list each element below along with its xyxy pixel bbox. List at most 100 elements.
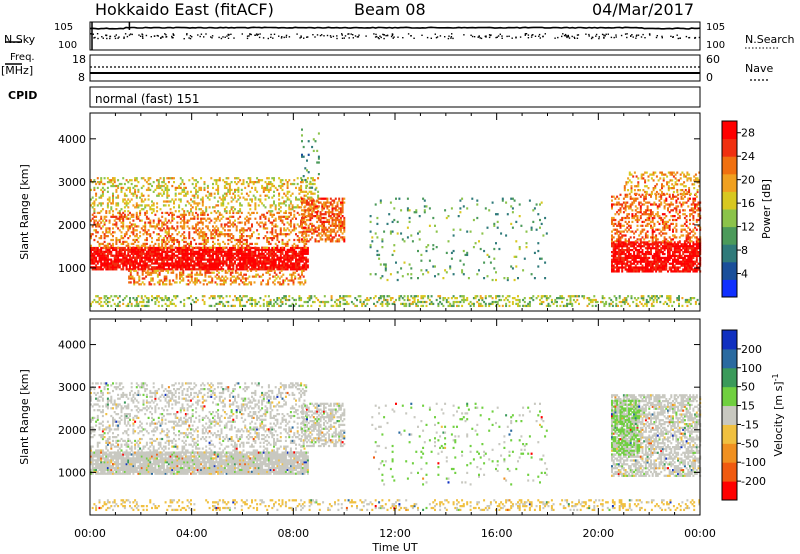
nsearch-dot — [436, 36, 439, 38]
power-cell — [144, 242, 147, 246]
power-cell — [252, 211, 255, 215]
power-cell — [522, 304, 525, 308]
power-cell — [154, 268, 157, 271]
nsearch-dot — [356, 36, 359, 38]
power-cell — [617, 247, 620, 250]
power-cell — [156, 256, 159, 259]
power-cell — [167, 298, 170, 302]
power-cell — [216, 273, 219, 276]
power-cell — [220, 204, 223, 207]
power-cell — [264, 266, 267, 269]
power-cell — [620, 300, 623, 304]
power-cell — [617, 262, 620, 265]
power-cell — [334, 205, 337, 208]
power-cell — [240, 279, 242, 282]
nsearch-dot — [576, 34, 579, 36]
power-cell — [200, 246, 203, 250]
power-cell — [171, 260, 174, 263]
power-cell — [466, 298, 469, 302]
power-cell — [247, 246, 250, 249]
power-cell — [267, 252, 270, 255]
power-cell — [162, 256, 165, 259]
power-cell — [612, 241, 615, 244]
power-cell — [162, 200, 165, 203]
power-cell — [266, 237, 269, 240]
power-cell — [112, 238, 114, 242]
power-cell — [286, 252, 289, 255]
power-cell — [612, 256, 615, 260]
nsearch-dot — [488, 34, 491, 36]
power-cell — [135, 248, 138, 252]
power-cell — [154, 258, 157, 261]
power-cell — [498, 295, 501, 298]
power-cell — [157, 181, 160, 184]
power-cell — [655, 298, 658, 302]
power-cell — [249, 262, 252, 265]
power-cell — [269, 264, 272, 267]
power-cell — [206, 184, 209, 188]
power-cell — [440, 302, 443, 306]
power-cell — [190, 258, 192, 261]
power-cell — [242, 238, 245, 242]
power-cell — [252, 254, 255, 257]
power-cell — [281, 248, 284, 252]
power-cell — [174, 186, 177, 190]
power-cell — [242, 254, 245, 257]
power-cell — [283, 211, 286, 215]
power-cell — [279, 210, 282, 213]
power-cell — [179, 268, 182, 271]
power-cell — [193, 200, 196, 203]
power-cell — [240, 192, 243, 195]
power-cell — [288, 298, 291, 302]
power-cell — [167, 266, 170, 269]
power-cell — [442, 277, 445, 280]
power-cell — [612, 254, 615, 258]
power-cell — [100, 177, 103, 180]
power-cell — [176, 268, 179, 271]
nsearch-dot — [527, 34, 530, 36]
power-cell — [461, 197, 464, 200]
power-cell — [445, 216, 448, 220]
power-cell — [96, 250, 99, 253]
power-cell — [612, 266, 615, 269]
power-cell — [286, 227, 289, 230]
power-cell — [106, 235, 109, 238]
power-cell — [273, 260, 275, 263]
power-cell — [293, 210, 296, 213]
power-cell — [171, 237, 174, 240]
power-cell — [122, 260, 125, 263]
power-cell — [217, 215, 220, 218]
power-cell — [144, 258, 147, 261]
power-cell — [619, 266, 622, 269]
power-cell — [105, 246, 108, 249]
power-cell — [152, 248, 155, 252]
power-cell — [274, 258, 277, 261]
power-cell — [218, 248, 221, 252]
power-cell — [406, 197, 409, 200]
power-cell — [331, 199, 334, 202]
power-cell — [571, 295, 574, 298]
power-cell — [342, 297, 345, 300]
power-cell — [110, 233, 113, 236]
nsearch-dot — [636, 34, 638, 36]
power-cell — [130, 260, 133, 263]
power-cell — [227, 266, 230, 269]
nsearch-dot — [382, 33, 384, 36]
power-cell — [220, 223, 223, 226]
power-cell — [156, 179, 159, 182]
power-cell — [530, 273, 533, 276]
power-cell — [386, 222, 389, 226]
power-cell — [140, 283, 142, 286]
power-cell — [309, 238, 312, 241]
power-cell — [151, 225, 153, 228]
power-cell — [273, 248, 275, 252]
power-cell — [295, 227, 297, 230]
power-cell — [212, 266, 214, 269]
power-cell — [98, 182, 101, 186]
power-cell — [359, 298, 362, 302]
power-cell — [157, 233, 160, 236]
power-cell — [203, 295, 206, 298]
power-cell — [334, 213, 337, 216]
power-cell — [306, 238, 308, 241]
power-cell — [476, 216, 479, 220]
